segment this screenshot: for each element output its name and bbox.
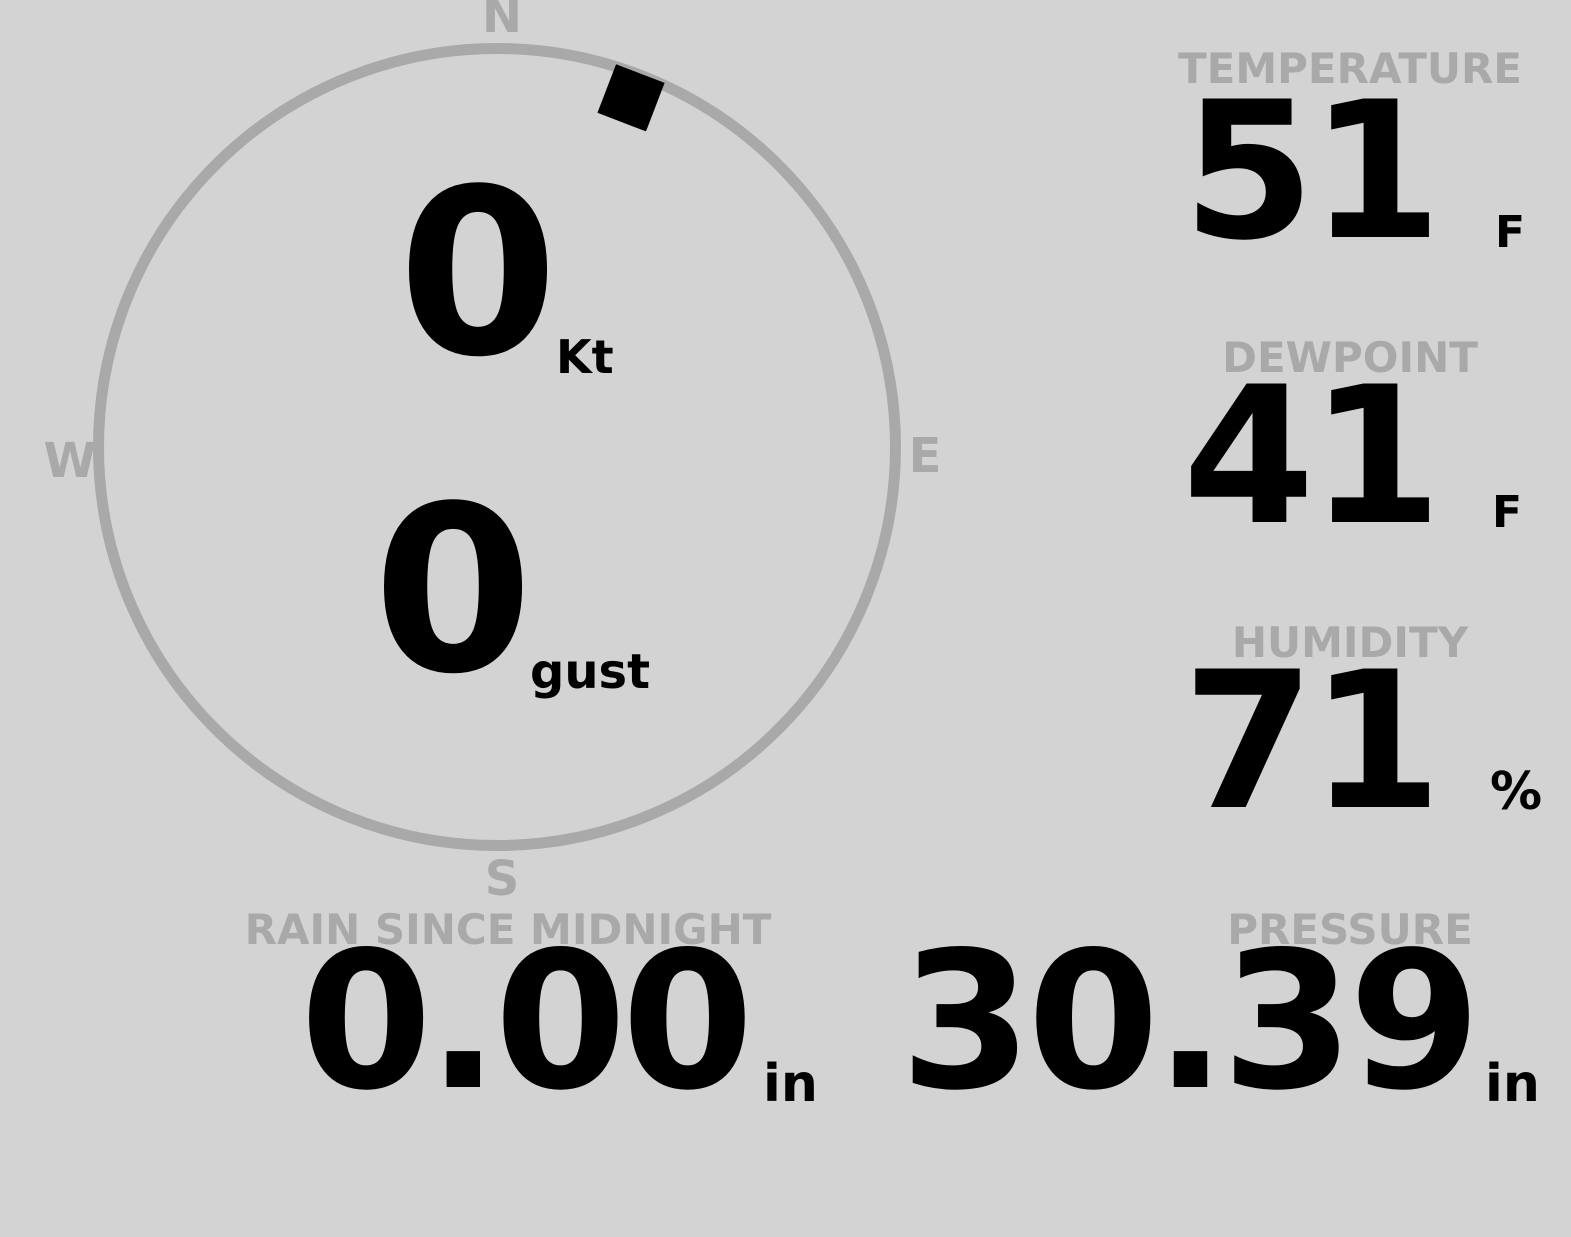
compass-label-east: E [908,428,942,484]
rain-unit: in [763,1054,818,1114]
humidity-label: HUMIDITY [1231,618,1469,667]
wind-gust-value: 0 [373,458,533,725]
temperature-unit: F [1495,207,1526,258]
pressure-unit: in [1485,1054,1540,1114]
rain-value: 0.00 [300,911,754,1132]
compass-label-west: W [43,433,97,489]
compass-label-south: S [484,851,520,907]
wind-gust-unit: gust [530,644,651,700]
temperature-value: 51 [1182,61,1442,282]
humidity-value: 71 [1182,631,1442,852]
humidity-unit: % [1490,762,1543,822]
wind-compass-ring [93,43,901,851]
temperature-label: TEMPERATURE [1178,44,1522,93]
compass-label-north: N [481,0,523,44]
dewpoint-value: 41 [1182,346,1442,567]
dewpoint-unit: F [1492,487,1523,538]
rain-label: RAIN SINCE MIDNIGHT [244,905,772,954]
dewpoint-label: DEWPOINT [1222,333,1478,382]
pressure-label: PRESSURE [1227,905,1473,954]
wind-direction-marker-icon [597,64,665,132]
pressure-value: 30.39 [900,911,1481,1132]
wind-speed-value: 0 [398,141,558,408]
wind-speed-unit: Kt [556,330,614,384]
